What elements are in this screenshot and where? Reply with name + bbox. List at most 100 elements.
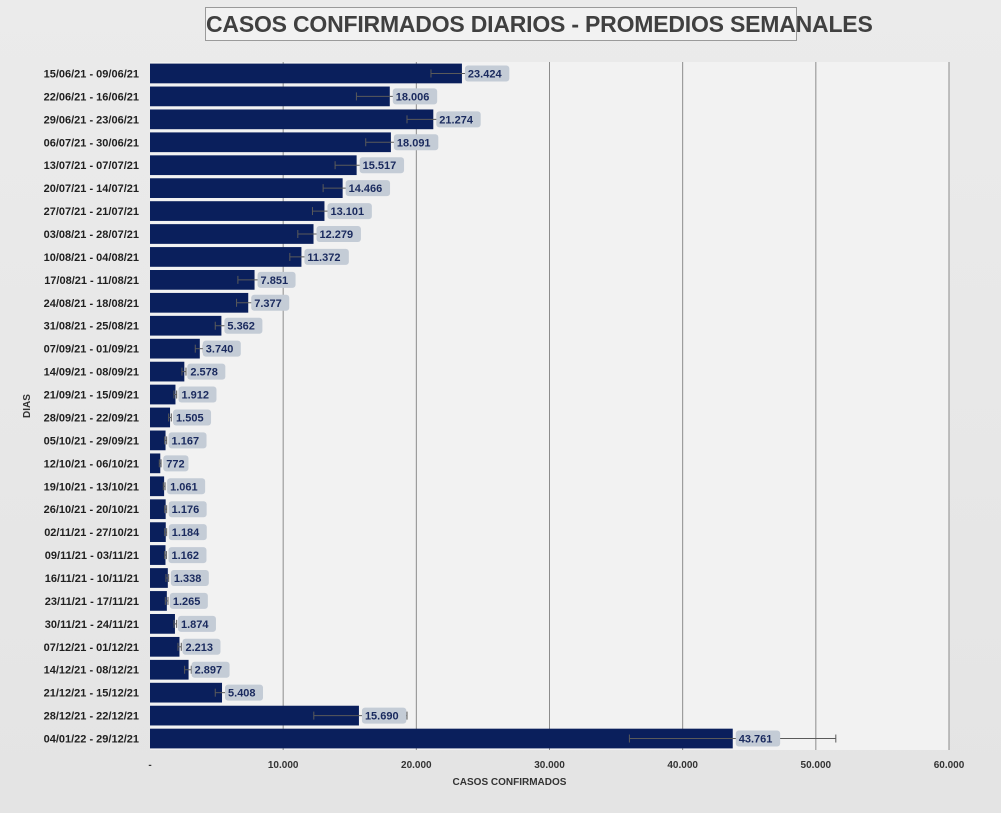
category-labels: 15/06/21 - 09/06/21 22/06/21 - 16/06/21 29… <box>44 68 139 745</box>
data-label: 1.167 <box>168 432 207 449</box>
svg-text:13.101: 13.101 <box>330 206 364 218</box>
svg-text:1.162: 1.162 <box>171 550 199 562</box>
bars <box>150 63 733 749</box>
category-label: 05/10/21 - 29/09/21 <box>44 435 139 447</box>
x-tick-label: 10.000 <box>268 760 299 771</box>
y-axis-title: DIAS <box>22 394 33 418</box>
bar <box>150 86 390 107</box>
svg-text:7.851: 7.851 <box>261 275 289 287</box>
bar <box>150 591 167 611</box>
data-label: 1.912 <box>178 386 217 403</box>
x-tick-label: 40.000 <box>667 760 698 771</box>
bar <box>150 430 166 451</box>
error-bar <box>162 482 166 491</box>
svg-text:12.279: 12.279 <box>320 229 354 241</box>
svg-text:21.274: 21.274 <box>439 114 474 126</box>
data-label: 11.372 <box>304 248 349 265</box>
data-label: 2.578 <box>187 363 226 380</box>
x-tick-label: - <box>148 760 151 771</box>
bar <box>150 499 166 520</box>
svg-text:7.377: 7.377 <box>254 298 282 310</box>
bar <box>150 476 165 497</box>
svg-text:1.167: 1.167 <box>172 435 200 447</box>
category-label: 14/09/21 - 08/09/21 <box>44 367 139 379</box>
data-label: 7.377 <box>251 294 290 311</box>
bar <box>150 636 180 657</box>
category-label: 28/12/21 - 22/12/21 <box>44 711 139 723</box>
category-label: 26/10/21 - 20/10/21 <box>44 504 139 516</box>
category-label: 23/11/21 - 17/11/21 <box>45 596 139 608</box>
svg-text:18.006: 18.006 <box>396 91 430 103</box>
error-bar <box>164 596 169 605</box>
svg-text:5.362: 5.362 <box>227 321 255 333</box>
bar <box>150 705 359 726</box>
svg-text:11.372: 11.372 <box>307 252 340 264</box>
category-label: 20/07/21 - 14/07/21 <box>44 183 139 195</box>
data-label: 18.006 <box>392 88 438 105</box>
bar <box>150 659 189 680</box>
svg-text:1.061: 1.061 <box>170 481 198 493</box>
bar <box>150 201 325 221</box>
data-label: 5.362 <box>224 317 263 334</box>
category-label: 21/12/21 - 15/12/21 <box>44 688 139 700</box>
error-bar <box>165 574 170 582</box>
data-label: 1.265 <box>169 592 208 609</box>
data-label: 15.690 <box>361 707 407 724</box>
data-label: 1.176 <box>168 501 207 518</box>
category-label: 19/10/21 - 13/10/21 <box>44 481 139 493</box>
bar <box>150 247 302 267</box>
svg-text:3.740: 3.740 <box>206 344 234 356</box>
category-label: 13/07/21 - 07/07/21 <box>44 160 139 172</box>
bar <box>150 155 357 176</box>
data-label: 772 <box>163 455 189 472</box>
svg-text:18.091: 18.091 <box>397 137 431 149</box>
data-label: 7.851 <box>257 271 296 288</box>
category-label: 21/09/21 - 15/09/21 <box>44 390 139 402</box>
category-label: 27/07/21 - 21/07/21 <box>44 206 139 218</box>
data-label: 1.162 <box>168 547 207 564</box>
chart-title: CASOS CONFIRMADOS DIARIOS - PROMEDIOS SE… <box>205 7 873 41</box>
data-label: 13.101 <box>327 203 372 220</box>
bar <box>150 568 168 588</box>
data-label: 1.061 <box>167 478 206 495</box>
bar <box>150 109 434 130</box>
svg-text:23.424: 23.424 <box>468 68 503 80</box>
x-tick-labels: - 10.000 20.000 30.000 40.000 50.000 60.000 <box>148 760 964 771</box>
data-label: 23.424 <box>464 65 510 82</box>
bar <box>150 132 391 153</box>
bar <box>150 361 185 382</box>
svg-text:5.408: 5.408 <box>228 688 256 700</box>
bar <box>150 453 161 474</box>
svg-text:2.213: 2.213 <box>185 642 213 654</box>
bar <box>150 407 171 428</box>
data-label: 2.213 <box>182 638 221 655</box>
category-label: 07/12/21 - 01/12/21 <box>44 642 139 654</box>
bar <box>150 63 462 84</box>
bar <box>150 545 166 565</box>
x-tick-label: 50.000 <box>801 760 832 771</box>
data-label: 21.274 <box>436 111 481 128</box>
error-bar <box>173 619 178 628</box>
error-bar <box>158 459 162 468</box>
bar <box>150 315 222 336</box>
category-label: 30/11/21 - 24/11/21 <box>45 619 139 631</box>
error-bar <box>164 551 167 560</box>
error-bar <box>177 642 182 651</box>
category-label: 02/11/21 - 27/10/21 <box>44 527 139 539</box>
svg-text:1.874: 1.874 <box>181 619 209 631</box>
error-bar <box>168 413 172 422</box>
category-label: 09/11/21 - 03/11/21 <box>45 550 139 562</box>
category-label: 07/09/21 - 01/09/21 <box>44 344 139 356</box>
svg-text:1.176: 1.176 <box>172 504 200 516</box>
data-label: 18.091 <box>393 134 439 151</box>
svg-text:1.338: 1.338 <box>174 573 202 585</box>
data-label: 12.279 <box>316 226 361 242</box>
bar <box>150 178 343 198</box>
data-label: 14.466 <box>345 180 391 197</box>
category-label: 04/01/22 - 29/12/21 <box>44 734 139 746</box>
category-label: 17/08/21 - 11/08/21 <box>44 275 139 287</box>
category-label: 24/08/21 - 18/08/21 <box>44 298 139 310</box>
